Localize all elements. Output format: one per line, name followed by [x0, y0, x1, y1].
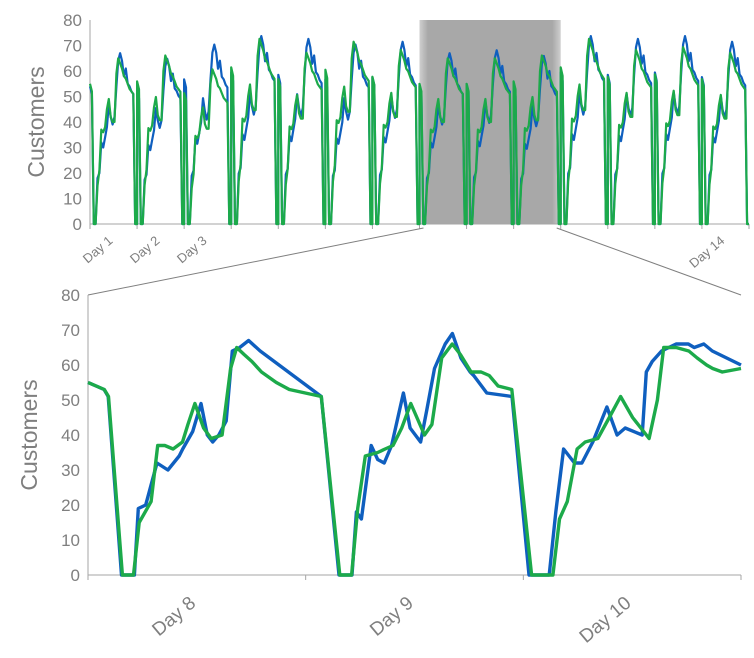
- zoom-axes: [87, 295, 742, 580]
- overview-y-tick-label: 60: [63, 62, 82, 81]
- zoom-y-tick-label: 20: [61, 496, 80, 515]
- overview-y-tick-labels: 0 10 20 30 40 50 60 70 80: [63, 11, 82, 234]
- overview-line-series_b: [88, 37, 749, 226]
- zoom-x-tick-label: Day 9: [366, 593, 418, 641]
- overview-y-tick-label: 0: [73, 215, 82, 234]
- zoom-y-axis-title: Customers: [16, 379, 42, 490]
- overview-x-tick-label: Day 14: [686, 233, 727, 271]
- overview-y-axis-title: Customers: [23, 66, 49, 177]
- overview-y-tick-label: 80: [63, 11, 82, 30]
- zoom-line-series_b: [87, 342, 742, 577]
- zoom-x-tick-labels: Day 8 Day 9 Day 10: [149, 593, 636, 648]
- zoom-y-tick-label: 30: [61, 461, 80, 480]
- overview-y-tick-label: 30: [63, 138, 82, 157]
- overview-x-tick-label: Day 3: [174, 233, 210, 266]
- overview-y-tick-label: 10: [63, 189, 82, 208]
- zoom-y-tick-label: 10: [61, 531, 80, 550]
- overview-y-tick-label: 20: [63, 164, 82, 183]
- overview-x-tick-label: Day 2: [127, 233, 163, 266]
- overview-x-tick-labels: Day 1 Day 2 Day 3 Day 14: [80, 233, 728, 271]
- overview-lines: [88, 34, 749, 226]
- overview-y-tick-label: 70: [63, 36, 82, 55]
- connector-right: [556, 227, 742, 296]
- zoom-y-tick-label: 80: [61, 286, 80, 305]
- overview-x-tick-label: Day 1: [80, 233, 116, 266]
- zoom-y-tick-label: 40: [61, 426, 80, 445]
- zoom-y-tick-label: 0: [71, 566, 80, 585]
- zoom-y-tick-label: 50: [61, 391, 80, 410]
- zoom-connectors: [87, 227, 742, 296]
- overview-y-tick-label: 50: [63, 87, 82, 106]
- zoom-line-series_a: [87, 331, 742, 577]
- zoom-y-tick-label: 70: [61, 321, 80, 340]
- zoom-y-tick-label: 60: [61, 356, 80, 375]
- zoom-y-tick-labels: 0 10 20 30 40 50 60 70 80: [61, 286, 80, 585]
- connector-left: [87, 227, 424, 296]
- zoom-lines: [87, 331, 742, 577]
- zoom-x-tick-label: Day 10: [576, 593, 636, 648]
- zoom-x-tick-label: Day 8: [149, 593, 201, 641]
- overview-y-tick-label: 40: [63, 113, 82, 132]
